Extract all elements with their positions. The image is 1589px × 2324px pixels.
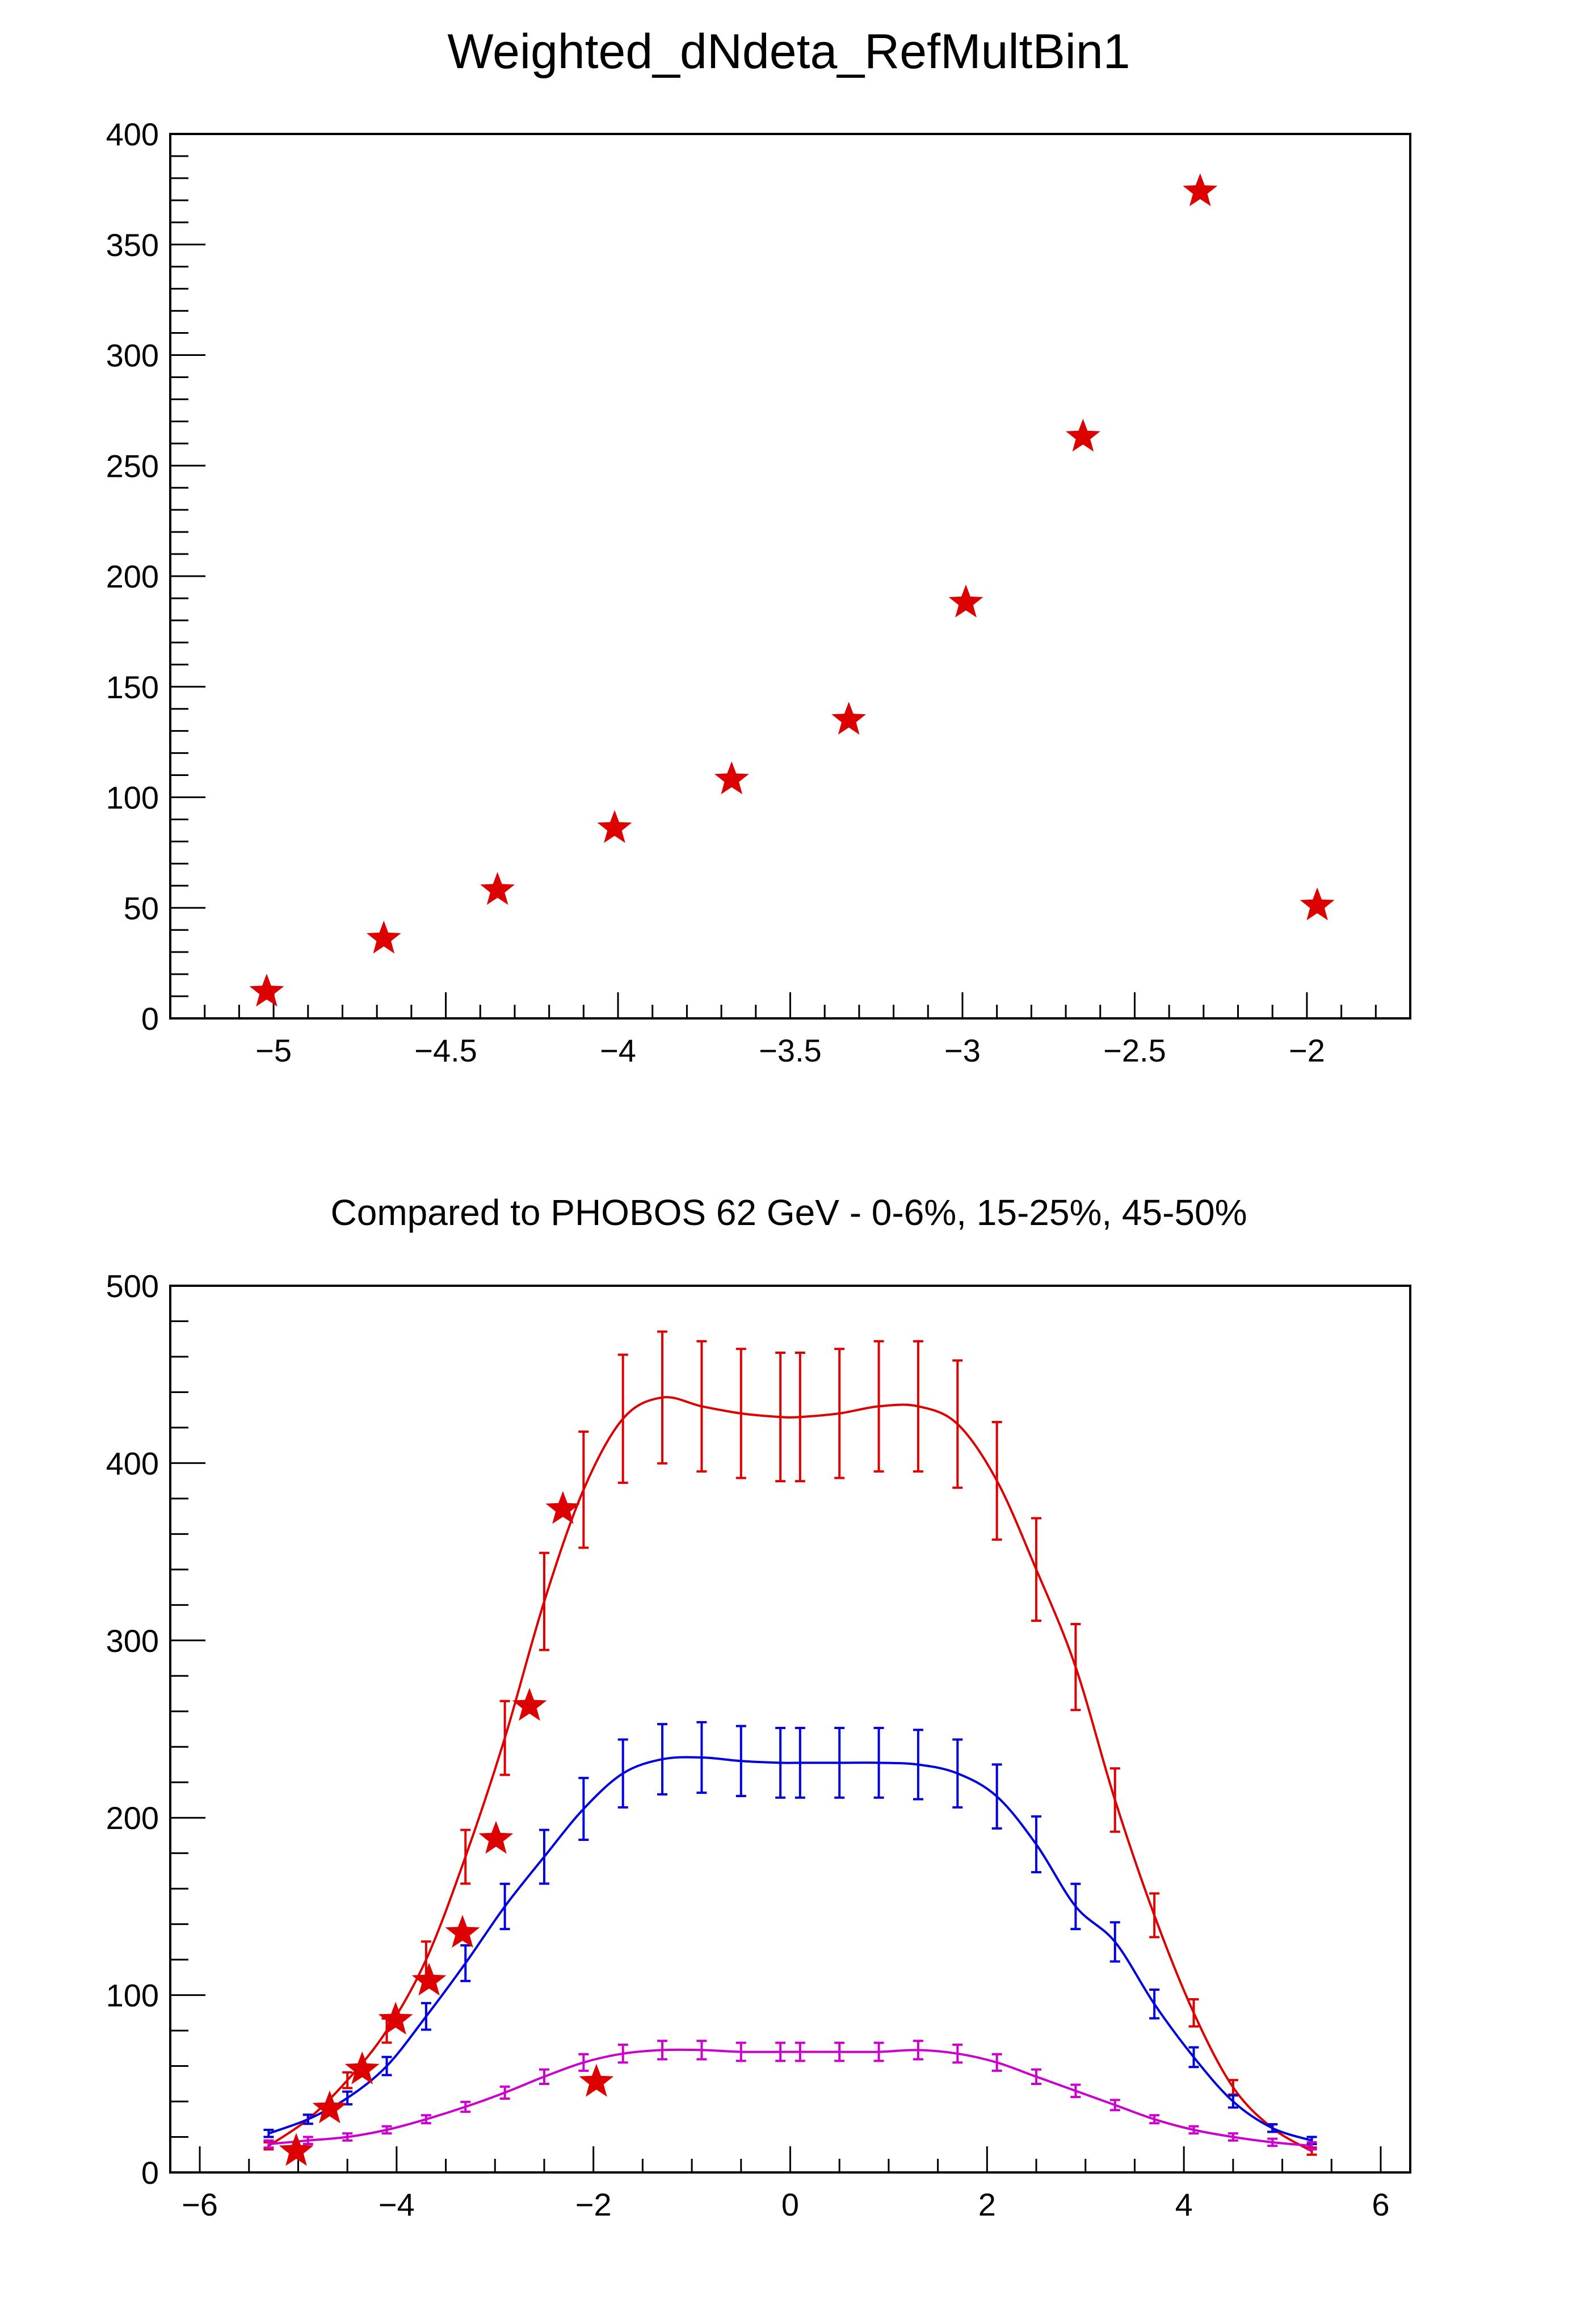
axes-bottom: 0 100 200 300 400 500 −6 −4 −2 0 2 4 6 <box>106 1268 1390 2222</box>
data-point-star <box>344 2051 380 2084</box>
data-point-star <box>366 920 401 954</box>
y-tick-label: 300 <box>106 338 159 374</box>
x-tick-label: −2 <box>575 2187 612 2222</box>
chart-title-bottom: Compared to PHOBOS 62 GeV - 0-6%, 15-25%… <box>331 1192 1247 1233</box>
data-point-star <box>512 1688 547 1721</box>
x-tick-label: −2 <box>1289 1033 1325 1068</box>
y-tick-label: 500 <box>106 1268 159 1304</box>
y-tick-label: 150 <box>106 669 159 705</box>
curve-line <box>268 1396 1313 2153</box>
x-tick-label: 0 <box>781 2187 799 2222</box>
x-tick-label: −4.5 <box>414 1033 477 1068</box>
data-point-star <box>545 1491 581 1524</box>
x-tick-label: 6 <box>1372 2187 1389 2222</box>
data-point-star <box>279 2133 314 2166</box>
data-point-star <box>249 974 284 1007</box>
curve-line <box>268 2048 1312 2147</box>
curve-2 <box>263 2040 1317 2151</box>
axes-top: 0 50 100 150 200 250 300 350 400 −5 −4.5 −4 −3.5 −3 −2… <box>106 116 1411 1068</box>
x-tick-label: 4 <box>1175 2187 1193 2222</box>
y-tick-label: 50 <box>124 890 159 926</box>
curve-line <box>268 1756 1313 2142</box>
data-point-star <box>714 761 749 795</box>
x-tick-label: −3.5 <box>759 1033 822 1068</box>
data-point-star <box>1183 173 1218 207</box>
data-marks-bottom <box>263 1330 1317 2166</box>
x-tick-label: −4 <box>600 1033 636 1068</box>
data-point-star <box>480 872 515 905</box>
data-point-star <box>478 1820 514 1854</box>
data-point-star <box>445 1915 480 1948</box>
data-marks-top <box>249 173 1335 1007</box>
data-point-star <box>411 1962 447 1996</box>
data-point-star <box>378 2002 413 2035</box>
y-tick-label: 250 <box>106 448 159 484</box>
y-tick-label: 200 <box>106 559 159 594</box>
y-tick-label: 350 <box>106 227 159 263</box>
x-tick-label: −2.5 <box>1103 1033 1166 1068</box>
curve-1 <box>263 1721 1317 2146</box>
data-point-star <box>831 702 867 735</box>
y-tick-label: 0 <box>141 2155 159 2191</box>
chart-title-top: Weighted_dNdeta_RefMultBin1 <box>447 24 1130 79</box>
x-tick-label: 2 <box>978 2187 996 2222</box>
data-point-star <box>579 2063 614 2097</box>
x-tick-label: −6 <box>182 2187 218 2222</box>
y-tick-label: 0 <box>141 1001 159 1037</box>
y-tick-label: 100 <box>106 1978 159 2013</box>
data-point-star <box>597 810 632 843</box>
y-tick-label: 100 <box>106 780 159 816</box>
x-tick-label: −5 <box>255 1033 292 1068</box>
y-tick-label: 400 <box>106 116 159 152</box>
x-tick-label: −4 <box>379 2187 415 2222</box>
data-point-star <box>1300 887 1335 921</box>
x-tick-label: −3 <box>944 1033 981 1068</box>
data-point-star <box>948 584 983 618</box>
y-tick-label: 300 <box>106 1623 159 1659</box>
data-point-star <box>312 2090 347 2124</box>
data-point-star <box>1066 418 1100 452</box>
y-tick-label: 200 <box>106 1800 159 1836</box>
y-tick-label: 400 <box>106 1445 159 1481</box>
